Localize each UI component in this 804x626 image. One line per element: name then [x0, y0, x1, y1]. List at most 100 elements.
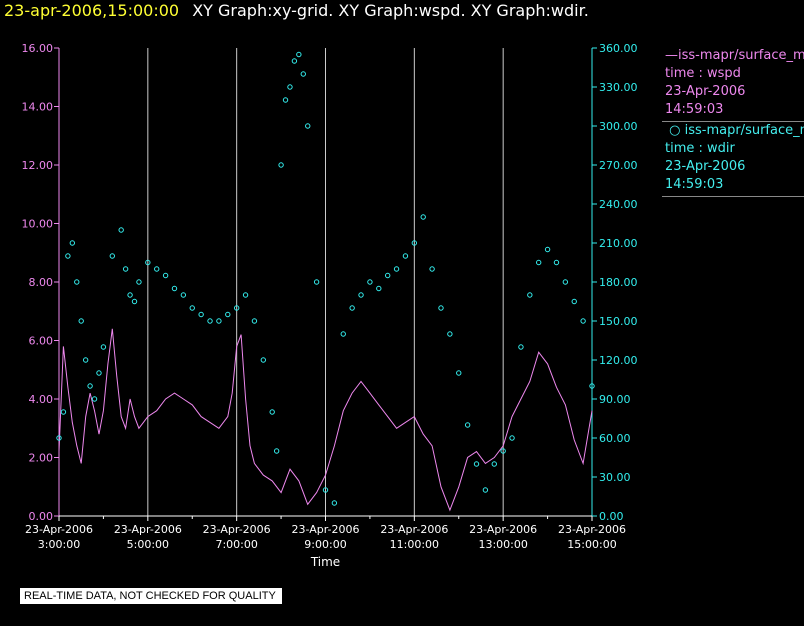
y-left-tick-label: 14.00 [22, 101, 54, 114]
data-point-wdir [491, 461, 497, 467]
data-point-wdir [87, 383, 93, 389]
y-left-tick-label: 6.00 [29, 335, 54, 348]
data-point-wdir [589, 383, 595, 389]
data-point-wdir [473, 461, 480, 467]
data-point-wdir [367, 279, 373, 285]
x-tick-label-time: 7:00:00 [215, 538, 257, 551]
data-point-wdir [122, 266, 129, 272]
legend: —iss-mapr/surface_met time : wspd 23-Apr… [662, 47, 804, 197]
y-right-tick-label: 180.00 [599, 276, 638, 289]
data-point-wdir [78, 318, 84, 324]
data-point-wdir [282, 97, 289, 103]
data-point-wdir [393, 266, 400, 272]
graph-title: XY Graph:xy-grid. XY Graph:wspd. XY Grap… [192, 1, 589, 20]
timestamp: 23-apr-2006,15:00:00 [4, 1, 180, 20]
data-point-wdir [216, 318, 222, 324]
data-point-wdir [136, 279, 142, 285]
legend-time-wspd: 14:59:03 [665, 102, 724, 117]
data-point-wdir [273, 448, 280, 454]
data-point-wdir [233, 305, 240, 311]
y-right-tick-label: 60.00 [599, 432, 631, 445]
data-point-wdir [296, 51, 302, 58]
data-point-wdir [447, 331, 453, 337]
legend-entry-wspd[interactable]: —iss-mapr/surface_met time : wspd 23-Apr… [662, 47, 804, 119]
data-point-wdir [162, 272, 169, 279]
data-point-wdir [171, 285, 178, 292]
x-axis-label: Time [310, 555, 340, 569]
series-line-wspd [58, 328, 593, 512]
data-point-wdir [291, 58, 298, 64]
y-right-tick-label: 150.00 [599, 315, 638, 328]
data-point-wdir [420, 214, 426, 220]
data-point-wdir [536, 259, 542, 266]
data-point-wdir [544, 246, 551, 253]
x-tick-label-time: 9:00:00 [304, 538, 346, 551]
legend-time-wdir: 14:59:03 [665, 177, 724, 192]
data-point-wdir [358, 292, 364, 298]
y-left-tick-label: 16.00 [22, 42, 54, 55]
data-point-wdir [225, 311, 231, 318]
data-point-wdir [260, 357, 267, 363]
x-tick-label-date: 23-Apr-2006 [114, 523, 182, 536]
x-tick-label-date: 23-Apr-2006 [203, 523, 271, 536]
data-point-wdir [518, 344, 524, 350]
data-point-wdir [242, 292, 249, 298]
data-point-wdir [69, 240, 76, 246]
legend-divider [662, 121, 804, 122]
y-right-tick-label: 120.00 [599, 354, 638, 367]
data-point-wdir [313, 279, 320, 285]
y-right-tick-label: 270.00 [599, 159, 638, 172]
y-left-tick-label: 0.00 [29, 510, 54, 523]
data-point-wdir [349, 305, 355, 311]
y-right-tick-label: 90.00 [599, 393, 631, 406]
quality-disclaimer: REAL-TIME DATA, NOT CHECKED FOR QUALITY [20, 588, 282, 604]
legend-label-wspd: time : wspd [665, 66, 741, 81]
x-tick-label-date: 23-Apr-2006 [469, 523, 537, 536]
data-point-wdir [509, 435, 515, 441]
x-tick-label-time: 13:00:00 [478, 538, 527, 551]
data-point-wdir [269, 409, 275, 415]
data-point-wdir [300, 71, 306, 77]
data-point-wdir [411, 240, 418, 246]
y-right-tick-label: 210.00 [599, 237, 638, 250]
data-point-wdir [74, 279, 80, 285]
data-point-wdir [91, 396, 98, 402]
data-point-wdir [553, 259, 560, 266]
legend-date-wdir: 23-Apr-2006 [665, 159, 746, 174]
legend-date-wspd: 23-Apr-2006 [665, 84, 746, 99]
y-right-tick-label: 330.00 [599, 81, 638, 94]
data-point-wdir [131, 298, 138, 305]
data-point-wdir [456, 370, 462, 376]
data-point-wdir [127, 292, 133, 298]
y-right-tick-label: 300.00 [599, 120, 638, 133]
x-tick-label-time: 5:00:00 [127, 538, 169, 551]
data-point-wdir [82, 357, 89, 363]
data-point-wdir [438, 305, 444, 311]
y-left-tick-label: 12.00 [22, 159, 54, 172]
x-tick-label-date: 23-Apr-2006 [558, 523, 626, 536]
y-right-tick-label: 240.00 [599, 198, 638, 211]
data-point-wdir [571, 298, 577, 305]
y-right-tick-label: 30.00 [599, 471, 631, 484]
data-point-wdir [482, 487, 489, 493]
legend-entry-wdir[interactable]: ○ iss-mapr/surface_met time : wdir 23-Ap… [662, 122, 804, 194]
data-point-wdir [96, 370, 102, 376]
data-point-wdir [100, 344, 107, 350]
data-point-wdir [580, 318, 586, 324]
data-point-wdir [384, 272, 391, 279]
data-point-wdir [145, 259, 151, 266]
data-point-wdir [109, 253, 116, 259]
y-right-tick-label: 360.00 [599, 42, 638, 55]
data-point-wdir [56, 435, 62, 441]
x-tick-label-date: 23-Apr-2006 [291, 523, 359, 536]
data-point-wdir [376, 285, 382, 292]
data-point-wdir [207, 318, 213, 324]
data-point-wdir [322, 487, 329, 493]
legend-head-wdir: ○ iss-mapr/surface_met [665, 123, 804, 138]
data-point-wdir [251, 318, 258, 324]
x-tick-label-time: 11:00:00 [390, 538, 439, 551]
x-tick-label-time: 3:00:00 [38, 538, 80, 551]
x-tick-label-date: 23-Apr-2006 [25, 523, 93, 536]
data-point-wdir [331, 500, 338, 506]
